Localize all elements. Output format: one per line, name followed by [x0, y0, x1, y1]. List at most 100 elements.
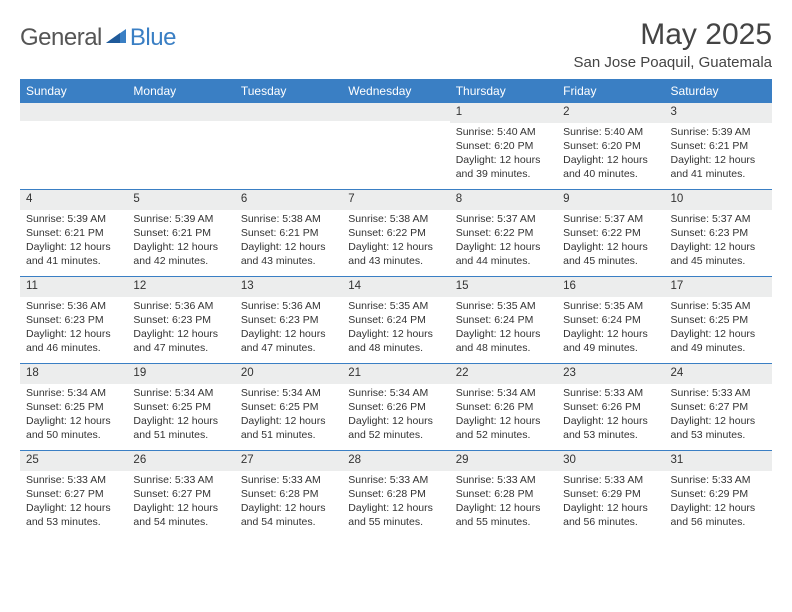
- weekday-header-tuesday: Tuesday: [235, 79, 342, 103]
- day-cell-empty: [127, 103, 234, 189]
- daylight-line: Daylight: 12 hours and 45 minutes.: [563, 240, 658, 268]
- weekday-header-sunday: Sunday: [20, 79, 127, 103]
- day-body: Sunrise: 5:33 AMSunset: 6:28 PMDaylight:…: [450, 471, 557, 534]
- day-number: 2: [557, 103, 664, 123]
- sunset-line: Sunset: 6:25 PM: [241, 400, 336, 414]
- sunset-line: Sunset: 6:29 PM: [563, 487, 658, 501]
- weekday-header-row: SundayMondayTuesdayWednesdayThursdayFrid…: [20, 79, 772, 103]
- daylight-line: Daylight: 12 hours and 52 minutes.: [348, 414, 443, 442]
- day-cell: 13Sunrise: 5:36 AMSunset: 6:23 PMDayligh…: [235, 277, 342, 363]
- sunrise-line: Sunrise: 5:35 AM: [348, 299, 443, 313]
- day-number: [20, 103, 127, 121]
- sunset-line: Sunset: 6:26 PM: [348, 400, 443, 414]
- day-number: 11: [20, 277, 127, 297]
- day-cell: 20Sunrise: 5:34 AMSunset: 6:25 PMDayligh…: [235, 364, 342, 450]
- day-number: 3: [665, 103, 772, 123]
- day-cell: 27Sunrise: 5:33 AMSunset: 6:28 PMDayligh…: [235, 451, 342, 537]
- day-number: 31: [665, 451, 772, 471]
- day-body: Sunrise: 5:33 AMSunset: 6:27 PMDaylight:…: [127, 471, 234, 534]
- sunrise-line: Sunrise: 5:35 AM: [671, 299, 766, 313]
- day-number: [127, 103, 234, 121]
- sunset-line: Sunset: 6:20 PM: [563, 139, 658, 153]
- sunset-line: Sunset: 6:26 PM: [456, 400, 551, 414]
- day-body: Sunrise: 5:34 AMSunset: 6:25 PMDaylight:…: [127, 384, 234, 447]
- daylight-line: Daylight: 12 hours and 49 minutes.: [671, 327, 766, 355]
- sunrise-line: Sunrise: 5:33 AM: [563, 386, 658, 400]
- day-number: 17: [665, 277, 772, 297]
- daylight-line: Daylight: 12 hours and 46 minutes.: [26, 327, 121, 355]
- day-cell: 21 Sunrise: 5:34 AMSunset: 6:26 PMDayligh…: [342, 364, 449, 450]
- location-label: San Jose Poaquil, Guatemala: [574, 54, 772, 71]
- day-cell: 4Sunrise: 5:39 AMSunset: 6:21 PMDaylight…: [20, 190, 127, 276]
- daylight-line: Daylight: 12 hours and 51 minutes.: [241, 414, 336, 442]
- day-number: 9: [557, 190, 664, 210]
- sunrise-line: Sunrise: 5:36 AM: [26, 299, 121, 313]
- sunset-line: Sunset: 6:28 PM: [348, 487, 443, 501]
- header: General Blue May 2025 San Jose Poaquil, …: [20, 18, 772, 71]
- day-cell: 24Sunrise: 5:33 AMSunset: 6:27 PMDayligh…: [665, 364, 772, 450]
- weekday-header-monday: Monday: [127, 79, 234, 103]
- day-cell: 11Sunrise: 5:36 AMSunset: 6:23 PMDayligh…: [20, 277, 127, 363]
- day-number: [342, 103, 449, 121]
- sunset-line: Sunset: 6:22 PM: [348, 226, 443, 240]
- sunrise-line: Sunrise: 5:34 AM: [241, 386, 336, 400]
- day-body: Sunrise: 5:37 AMSunset: 6:23 PMDaylight:…: [665, 210, 772, 273]
- sunrise-line: Sunrise: 5:38 AM: [241, 212, 336, 226]
- sunrise-line: Sunrise: 5:39 AM: [26, 212, 121, 226]
- sunrise-line: Sunrise: 5:40 AM: [563, 125, 658, 139]
- day-number: 25: [20, 451, 127, 471]
- weekday-header-wednesday: Wednesday: [342, 79, 449, 103]
- day-number: 4: [20, 190, 127, 210]
- day-body: Sunrise: 5:33 AMSunset: 6:29 PMDaylight:…: [557, 471, 664, 534]
- sunset-line: Sunset: 6:27 PM: [133, 487, 228, 501]
- sunset-line: Sunset: 6:24 PM: [348, 313, 443, 327]
- day-cell: 15Sunrise: 5:35 AMSunset: 6:24 PMDayligh…: [450, 277, 557, 363]
- day-body: Sunrise: 5:36 AMSunset: 6:23 PMDaylight:…: [127, 297, 234, 360]
- sunrise-line: Sunrise: 5:34 AM: [348, 386, 443, 400]
- weekday-header-thursday: Thursday: [450, 79, 557, 103]
- day-number: 5: [127, 190, 234, 210]
- daylight-line: Daylight: 12 hours and 44 minutes.: [456, 240, 551, 268]
- day-cell: 10Sunrise: 5:37 AMSunset: 6:23 PMDayligh…: [665, 190, 772, 276]
- day-number: 29: [450, 451, 557, 471]
- daylight-line: Daylight: 12 hours and 43 minutes.: [348, 240, 443, 268]
- sunset-line: Sunset: 6:28 PM: [456, 487, 551, 501]
- sunrise-line: Sunrise: 5:40 AM: [456, 125, 551, 139]
- daylight-line: Daylight: 12 hours and 53 minutes.: [563, 414, 658, 442]
- sunrise-line: Sunrise: 5:33 AM: [563, 473, 658, 487]
- day-cell: 25Sunrise: 5:33 AMSunset: 6:27 PMDayligh…: [20, 451, 127, 537]
- day-body: Sunrise: 5:39 AMSunset: 6:21 PMDaylight:…: [665, 123, 772, 186]
- sunrise-line: Sunrise: 5:33 AM: [671, 473, 766, 487]
- day-number: 23: [557, 364, 664, 384]
- sunrise-line: Sunrise: 5:37 AM: [563, 212, 658, 226]
- week-row: 25Sunrise: 5:33 AMSunset: 6:27 PMDayligh…: [20, 450, 772, 537]
- sunset-line: Sunset: 6:27 PM: [26, 487, 121, 501]
- daylight-line: Daylight: 12 hours and 52 minutes.: [456, 414, 551, 442]
- day-cell: 22Sunrise: 5:34 AMSunset: 6:26 PMDayligh…: [450, 364, 557, 450]
- daylight-line: Daylight: 12 hours and 39 minutes.: [456, 153, 551, 181]
- daylight-line: Daylight: 12 hours and 47 minutes.: [241, 327, 336, 355]
- daylight-line: Daylight: 12 hours and 50 minutes.: [26, 414, 121, 442]
- sunrise-line: Sunrise: 5:34 AM: [26, 386, 121, 400]
- sunrise-line: Sunrise: 5:35 AM: [563, 299, 658, 313]
- day-number: 13: [235, 277, 342, 297]
- daylight-line: Daylight: 12 hours and 43 minutes.: [241, 240, 336, 268]
- daylight-line: Daylight: 12 hours and 56 minutes.: [563, 501, 658, 529]
- day-body: Sunrise: 5:33 AMSunset: 6:28 PMDaylight:…: [342, 471, 449, 534]
- day-cell: 29Sunrise: 5:33 AMSunset: 6:28 PMDayligh…: [450, 451, 557, 537]
- sunset-line: Sunset: 6:20 PM: [456, 139, 551, 153]
- calendar: SundayMondayTuesdayWednesdayThursdayFrid…: [20, 79, 772, 537]
- day-body: Sunrise: 5:33 AMSunset: 6:29 PMDaylight:…: [665, 471, 772, 534]
- day-number: 21: [342, 364, 449, 384]
- daylight-line: Daylight: 12 hours and 56 minutes.: [671, 501, 766, 529]
- sunset-line: Sunset: 6:21 PM: [671, 139, 766, 153]
- weekday-header-friday: Friday: [557, 79, 664, 103]
- daylight-line: Daylight: 12 hours and 41 minutes.: [671, 153, 766, 181]
- week-row: 1Sunrise: 5:40 AMSunset: 6:20 PMDaylight…: [20, 103, 772, 189]
- sunset-line: Sunset: 6:22 PM: [456, 226, 551, 240]
- daylight-line: Daylight: 12 hours and 55 minutes.: [456, 501, 551, 529]
- weeks-container: 1Sunrise: 5:40 AMSunset: 6:20 PMDaylight…: [20, 103, 772, 537]
- daylight-line: Daylight: 12 hours and 54 minutes.: [241, 501, 336, 529]
- day-cell: 19Sunrise: 5:34 AMSunset: 6:25 PMDayligh…: [127, 364, 234, 450]
- day-cell: 1Sunrise: 5:40 AMSunset: 6:20 PMDaylight…: [450, 103, 557, 189]
